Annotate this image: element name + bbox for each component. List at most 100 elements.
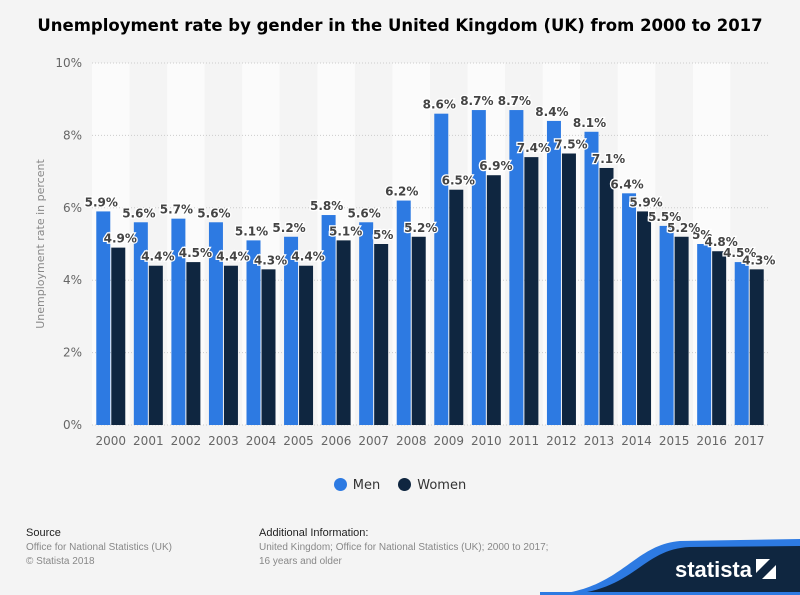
y-tick-label: 0% [63, 418, 82, 432]
x-tick-label: 2013 [584, 434, 615, 448]
bar-men [284, 236, 299, 425]
x-tick-label: 2012 [546, 434, 577, 448]
data-label-men: 8.1% [573, 116, 606, 130]
info-text: United Kingdom; Office for National Stat… [259, 542, 549, 553]
data-label-women: 5.2% [404, 221, 437, 235]
legend-swatch-women [398, 478, 412, 491]
data-label-women: 7.1% [592, 152, 625, 166]
info-text-2: 16 years and older [259, 556, 342, 567]
bar-men [659, 225, 674, 425]
bar-women [449, 189, 464, 425]
bar-men [246, 240, 261, 425]
x-tick-label: 2008 [396, 434, 427, 448]
data-label-women: 6.5% [442, 174, 475, 188]
bar-men [622, 193, 637, 425]
legend-item-men[interactable]: Men [333, 478, 381, 493]
data-label-men: 5.5% [648, 210, 681, 224]
bar-women [712, 251, 727, 425]
x-tick-label: 2001 [133, 434, 164, 448]
bar-men [509, 110, 524, 425]
y-tick-label: 6% [63, 201, 82, 215]
x-tick-label: 2010 [471, 434, 502, 448]
bar-men [359, 222, 374, 425]
data-label-men: 6.4% [610, 177, 643, 191]
legend-label: Women [417, 478, 467, 493]
bar-chart: 5.9% 5.6% 5.7% 5.6% 5.1% 5.2% 5.8% 5.6% 6.2% 8.6%… [34, 56, 777, 448]
x-tick-label: 2011 [509, 434, 540, 448]
data-label-men: 5.2% [272, 221, 305, 235]
data-label-women: 4.9% [104, 232, 137, 246]
y-axis-label: Unemployment rate in percent [34, 159, 47, 329]
bar-women [561, 153, 576, 425]
bar-men [396, 200, 411, 425]
data-label-men: 4.5% [723, 246, 756, 260]
bar-women [261, 269, 276, 425]
bar-women [637, 211, 652, 425]
data-label-men: 5.6% [197, 206, 230, 220]
bar-women [186, 262, 201, 425]
bar-men [96, 211, 111, 425]
bar-men [133, 222, 148, 425]
y-tick-label: 4% [63, 273, 82, 287]
x-tick-label: 2004 [246, 434, 277, 448]
statista-logo-icon [756, 559, 776, 579]
data-label-men: 6.2% [385, 185, 418, 199]
bar-men [734, 262, 749, 425]
data-label-men: 5.6% [348, 206, 381, 220]
info-heading: Additional Information: [259, 527, 369, 539]
bar-men [471, 110, 486, 425]
legend-item-women[interactable]: Women [398, 478, 466, 493]
data-label-men: 8.4% [535, 105, 568, 119]
y-tick-label: 2% [63, 346, 82, 360]
bar-women [374, 244, 389, 425]
data-label-men: 5.6% [122, 206, 155, 220]
bar-women [524, 157, 539, 425]
bar-women [223, 265, 238, 425]
data-label-men: 5.1% [235, 224, 268, 238]
bar-men [546, 120, 561, 426]
bar-men [321, 215, 336, 425]
x-tick-label: 2014 [621, 434, 652, 448]
bar-men [434, 113, 449, 426]
data-label-women: 5% [373, 228, 393, 242]
source-heading: Source [26, 527, 61, 539]
x-tick-label: 2000 [96, 434, 127, 448]
bar-men [697, 244, 712, 425]
statista-logo-background [540, 539, 800, 595]
data-label-men: 5.7% [160, 203, 193, 217]
data-label-women: 4.4% [141, 250, 174, 264]
copyright-text: © Statista 2018 [26, 556, 95, 567]
statista-logo[interactable]: statista [674, 557, 752, 582]
data-label-women: 4.3% [742, 253, 775, 267]
bar-men [171, 218, 186, 425]
data-label-women: 7.4% [517, 141, 550, 155]
data-label-men: 5.9% [85, 195, 118, 209]
x-tick-label: 2002 [171, 434, 202, 448]
y-tick-label: 8% [63, 128, 82, 142]
bar-women [599, 167, 614, 426]
data-label-women: 5.1% [329, 224, 362, 238]
data-label-women: 4.3% [254, 253, 287, 267]
x-tick-label: 2006 [321, 434, 352, 448]
legend-swatch-men [333, 478, 347, 491]
x-tick-label: 2015 [659, 434, 690, 448]
bar-women [411, 236, 426, 425]
legend-label: Men [352, 478, 381, 493]
bar-women [111, 247, 126, 425]
data-label-women: 6.9% [479, 159, 512, 173]
data-label-men: 8.7% [498, 94, 531, 108]
x-tick-label: 2005 [283, 434, 314, 448]
x-tick-label: 2017 [734, 434, 765, 448]
bar-women [299, 265, 314, 425]
data-label-men: 5% [692, 228, 712, 242]
data-label-men: 8.6% [423, 98, 456, 112]
x-tick-label: 2016 [696, 434, 727, 448]
source-text[interactable]: Office for National Statistics (UK) [26, 542, 172, 553]
bar-women [336, 240, 351, 425]
data-label-men: 5.8% [310, 199, 343, 213]
legend: Men Women [0, 478, 800, 493]
bar-women [486, 175, 501, 425]
y-tick-label: 10% [55, 56, 82, 70]
x-tick-label: 2003 [208, 434, 239, 448]
data-label-women: 4.8% [705, 235, 738, 249]
